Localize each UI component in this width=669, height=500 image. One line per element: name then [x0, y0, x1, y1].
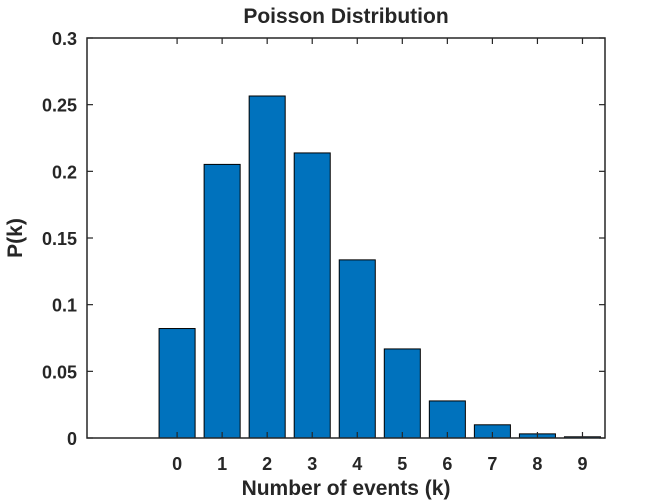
x-axis-label: Number of events (k)	[242, 477, 451, 500]
chart-title: Poisson Distribution	[243, 5, 448, 28]
x-tick-label: 0	[172, 454, 182, 474]
x-tick-label: 4	[352, 454, 362, 474]
y-tick-label: 0.2	[52, 162, 77, 182]
bar-k-4	[338, 259, 376, 439]
y-tick-label: 0.05	[42, 362, 77, 382]
x-tick-label: 9	[577, 454, 587, 474]
bar-k-2	[248, 95, 286, 439]
bar-k-1	[203, 163, 241, 439]
y-tick-label: 0.1	[52, 296, 77, 316]
x-tick-label: 8	[532, 454, 542, 474]
bar-k-3	[293, 152, 331, 439]
x-tick-label: 7	[487, 454, 497, 474]
y-tick-label: 0.15	[42, 229, 77, 249]
y-axis-label: P(k)	[4, 218, 27, 258]
bar-k-5	[383, 348, 421, 439]
x-tick-label: 5	[397, 454, 407, 474]
x-tick-label: 3	[307, 454, 317, 474]
bar-k-0	[158, 328, 196, 439]
y-tick-label: 0.3	[52, 29, 77, 49]
y-tick-label: 0	[67, 429, 77, 449]
plot-area: 0 0.05 0.1 0.15 0.2 0.25 0.3 0 1 2 3 4 5 6 7 8 9	[42, 29, 606, 474]
x-tick-label: 6	[442, 454, 452, 474]
x-tick-label: 2	[262, 454, 272, 474]
y-tick-label: 0.25	[42, 96, 77, 116]
x-tick-label: 1	[217, 454, 227, 474]
bar-k-6	[428, 400, 466, 439]
